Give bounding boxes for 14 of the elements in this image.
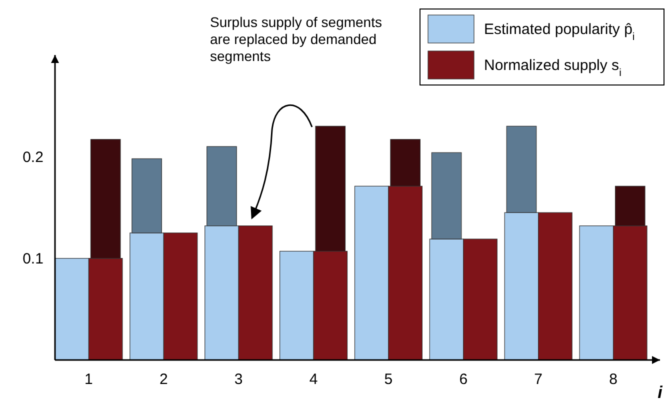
x-tick-label: 5 [384, 371, 393, 388]
legend-label: Normalized supply s$_{i}$ [484, 57, 622, 79]
x-tick-label: 4 [309, 371, 318, 388]
x-tick-label: 1 [84, 371, 93, 388]
x-axis-title: i [658, 383, 664, 402]
y-tick-label: 0.1 [22, 250, 44, 268]
x-tick-label: 2 [159, 371, 168, 388]
x-tick-label: 6 [459, 371, 468, 388]
x-tick-label: 7 [534, 371, 543, 388]
annotation: Surplus supply of segments are replaced by demanded segments [210, 14, 382, 64]
legend-label: Estimated popularity p̂$_{i}$ [484, 21, 635, 43]
x-tick-label: 3 [234, 371, 243, 388]
x-tick-label: 8 [609, 371, 618, 388]
y-tick-label: 0.2 [22, 148, 44, 166]
